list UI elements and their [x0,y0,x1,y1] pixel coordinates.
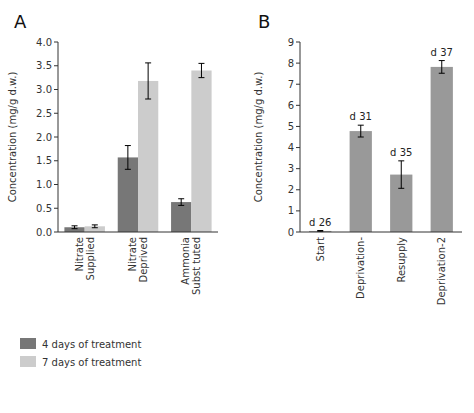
axis-label: Concentration (mg/g d.w.) [253,72,264,203]
error-bar [398,161,404,188]
tick-mark [296,105,300,106]
x-axis [58,232,218,233]
bar [138,81,158,232]
category-label: Deprivation- [355,237,366,299]
error-bar [439,61,445,74]
y-axis [300,42,301,232]
tick-mark [54,232,58,233]
legend-swatch [20,338,36,349]
error-bar [358,125,364,137]
tick-label: 2.0 [36,132,52,143]
tick-mark [296,168,300,169]
tick-mark [296,63,300,64]
chart: 0.0 0.5 1.0 1.5 2.0 2.5 3.0 3.5 4.0 NitrateSuppli… [0,0,474,413]
tick-label: 0.0 [36,227,52,238]
category-label: Start [315,237,326,262]
tick-label: 3.5 [36,60,52,71]
tick-label: 3 [288,163,294,174]
tick-label: 0.5 [36,203,52,214]
tick-mark [296,189,300,190]
category-label: AmmoniaSubst tuted [180,237,202,295]
category-label: Deprivation-2 [436,237,447,305]
bar [350,131,372,232]
tick-label: 1 [288,205,294,216]
tick-mark [296,147,300,148]
tick-mark [296,210,300,211]
tick-label: 9 [288,37,294,48]
tick-mark [54,184,58,185]
legend: 4 days of treatment 7 days of treatment [20,338,141,368]
tick-mark [54,65,58,66]
error-bar [72,226,78,229]
tick-mark [296,42,300,43]
category-label: NitrateDeprived [127,237,149,283]
tick-mark [54,160,58,161]
category-label: Resupply [396,237,407,283]
tick-label: 5 [288,121,294,132]
legend-label: 4 days of treatment [42,339,141,350]
annotation: d 31 [350,111,372,122]
tick-mark [54,113,58,114]
tick-label: 1.0 [36,179,52,190]
legend-label: 7 days of treatment [42,357,141,368]
legend-swatch [20,356,36,367]
tick-label: 4.0 [36,37,52,48]
tick-label: 2.5 [36,108,52,119]
annotation: d 26 [309,217,331,228]
annotation: d 35 [390,147,412,158]
tick-mark [54,42,58,43]
tick-label: 3.0 [36,84,52,95]
bar [191,71,211,233]
category-label: NitrateSupplied [74,237,96,280]
tick-mark [54,137,58,138]
tick-mark [54,208,58,209]
tick-mark [296,126,300,127]
panel: 0 1 2 3 4 5 6 7 8 9 Start Deprivation- Resupply Depri… [253,11,462,305]
tick-label: 8 [288,58,294,69]
error-bar [92,225,98,228]
plot-area [64,63,211,232]
panel: 0.0 0.5 1.0 1.5 2.0 2.5 3.0 3.5 4.0 NitrateSuppli… [7,11,218,368]
error-bar [125,146,131,170]
bar [431,67,453,232]
tick-label: 6 [288,100,294,111]
x-axis [300,232,462,233]
tick-label: 4 [288,142,294,153]
error-bar [198,63,204,77]
tick-label: 2 [288,184,294,195]
tick-mark [296,84,300,85]
title: B [258,11,270,32]
title: A [14,11,27,32]
y-axis [58,42,59,232]
axis-label: Concentration (mg/g d.w.) [7,72,18,203]
tick-mark [296,232,300,233]
tick-label: 0 [288,227,294,238]
tick-label: 7 [288,79,294,90]
error-bar [178,199,184,206]
plot-area [309,61,453,232]
tick-label: 1.5 [36,155,52,166]
error-bar [145,63,151,99]
annotation: d 37 [431,47,453,58]
bar [171,202,191,232]
tick-mark [54,89,58,90]
